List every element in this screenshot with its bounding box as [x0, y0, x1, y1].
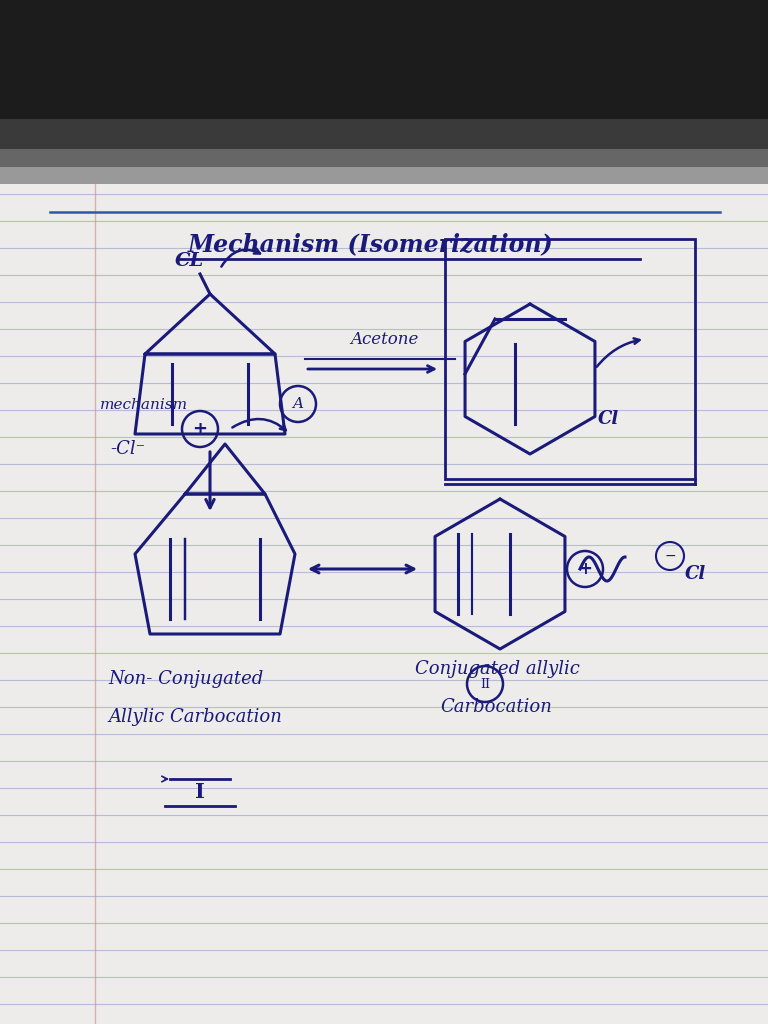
- Text: -Cl⁻: -Cl⁻: [110, 440, 145, 458]
- Text: Acetone: Acetone: [350, 331, 419, 348]
- Text: +: +: [578, 560, 592, 578]
- Bar: [445, 239, 695, 479]
- Text: mechanism: mechanism: [100, 398, 188, 412]
- Bar: [0, 147, 768, 169]
- Text: Cl: Cl: [598, 410, 619, 428]
- Bar: [0, 179, 768, 1024]
- Text: CL: CL: [175, 252, 204, 270]
- Text: Allylic Carbocation: Allylic Carbocation: [108, 708, 282, 726]
- Text: Mechanism (Isomerization): Mechanism (Isomerization): [187, 232, 553, 256]
- Text: −: −: [664, 549, 676, 563]
- Text: II: II: [480, 678, 490, 690]
- Bar: [0, 167, 768, 184]
- Text: Carbocation: Carbocation: [440, 698, 552, 716]
- Text: Cl: Cl: [685, 565, 707, 583]
- Bar: [0, 0, 768, 124]
- Text: A: A: [293, 397, 303, 411]
- Text: I: I: [195, 782, 205, 802]
- Bar: [0, 119, 768, 150]
- Text: Non- Conjugated: Non- Conjugated: [108, 670, 263, 688]
- Text: Conjugated allylic: Conjugated allylic: [415, 660, 580, 678]
- Text: +: +: [193, 420, 207, 438]
